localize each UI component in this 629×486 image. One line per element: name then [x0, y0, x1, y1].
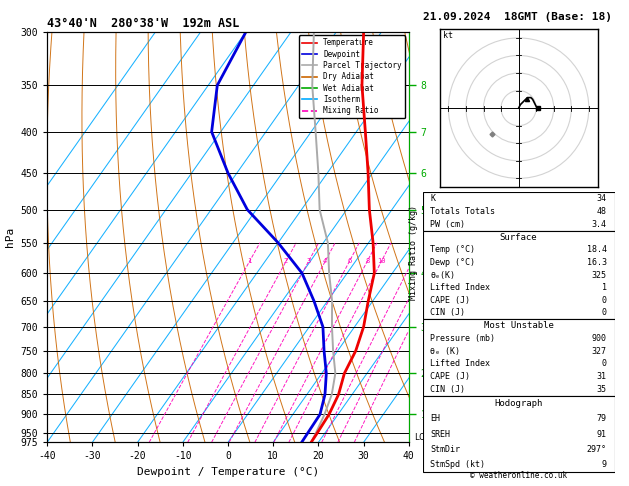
Text: 9: 9 — [602, 460, 607, 469]
Text: CIN (J): CIN (J) — [430, 309, 465, 317]
Text: kt: kt — [443, 31, 453, 40]
Text: 3: 3 — [306, 258, 311, 264]
Text: 35: 35 — [597, 385, 607, 394]
Text: 16.3: 16.3 — [587, 258, 607, 267]
Y-axis label: hPa: hPa — [5, 227, 15, 247]
Bar — [423, 319, 615, 396]
Text: 327: 327 — [592, 347, 607, 356]
Bar — [423, 231, 615, 319]
Text: Hodograph: Hodograph — [494, 399, 543, 408]
Text: 325: 325 — [592, 271, 607, 279]
Text: StmDir: StmDir — [430, 445, 460, 454]
Legend: Temperature, Dewpoint, Parcel Trajectory, Dry Adiabat, Wet Adiabat, Isotherm, Mi: Temperature, Dewpoint, Parcel Trajectory… — [299, 35, 405, 118]
Text: PW (cm): PW (cm) — [430, 220, 465, 229]
Bar — [423, 192, 615, 231]
Text: SREH: SREH — [430, 430, 450, 439]
Text: 1: 1 — [247, 258, 252, 264]
X-axis label: Dewpoint / Temperature (°C): Dewpoint / Temperature (°C) — [137, 467, 319, 477]
Text: LCL: LCL — [415, 434, 430, 442]
Text: θₑ (K): θₑ (K) — [430, 347, 460, 356]
Text: θₑ(K): θₑ(K) — [430, 271, 455, 279]
Text: Totals Totals: Totals Totals — [430, 207, 496, 216]
Text: Pressure (mb): Pressure (mb) — [430, 334, 496, 343]
Y-axis label: km
ASL: km ASL — [428, 237, 445, 259]
Text: 6: 6 — [347, 258, 352, 264]
Text: 91: 91 — [597, 430, 607, 439]
Text: 8: 8 — [365, 258, 369, 264]
Text: 4: 4 — [323, 258, 327, 264]
Text: 900: 900 — [592, 334, 607, 343]
Text: CIN (J): CIN (J) — [430, 385, 465, 394]
Bar — [423, 396, 615, 472]
Text: EH: EH — [430, 415, 440, 423]
Text: 34: 34 — [597, 194, 607, 203]
Text: 1: 1 — [602, 283, 607, 292]
Text: 3.4: 3.4 — [592, 220, 607, 229]
Text: 2: 2 — [284, 258, 288, 264]
Text: 0: 0 — [602, 296, 607, 305]
Text: K: K — [430, 194, 435, 203]
Text: 79: 79 — [597, 415, 607, 423]
Text: 31: 31 — [597, 372, 607, 381]
Text: Dewp (°C): Dewp (°C) — [430, 258, 476, 267]
Text: CAPE (J): CAPE (J) — [430, 296, 470, 305]
Text: 21.09.2024  18GMT (Base: 18): 21.09.2024 18GMT (Base: 18) — [423, 12, 611, 22]
Text: Lifted Index: Lifted Index — [430, 360, 491, 368]
Text: © weatheronline.co.uk: © weatheronline.co.uk — [470, 471, 567, 480]
Text: Surface: Surface — [500, 233, 537, 242]
Text: StmSpd (kt): StmSpd (kt) — [430, 460, 486, 469]
Text: 10: 10 — [377, 258, 386, 264]
Text: 18.4: 18.4 — [587, 245, 607, 254]
Text: 48: 48 — [597, 207, 607, 216]
Text: Most Unstable: Most Unstable — [484, 321, 554, 330]
Text: 43°40'N  280°38'W  192m ASL: 43°40'N 280°38'W 192m ASL — [47, 17, 240, 31]
Text: Temp (°C): Temp (°C) — [430, 245, 476, 254]
Text: Lifted Index: Lifted Index — [430, 283, 491, 292]
Text: 297°: 297° — [587, 445, 607, 454]
Text: CAPE (J): CAPE (J) — [430, 372, 470, 381]
Text: Mixing Ratio (g/kg): Mixing Ratio (g/kg) — [409, 205, 418, 300]
Text: 0: 0 — [602, 360, 607, 368]
Text: 0: 0 — [602, 309, 607, 317]
